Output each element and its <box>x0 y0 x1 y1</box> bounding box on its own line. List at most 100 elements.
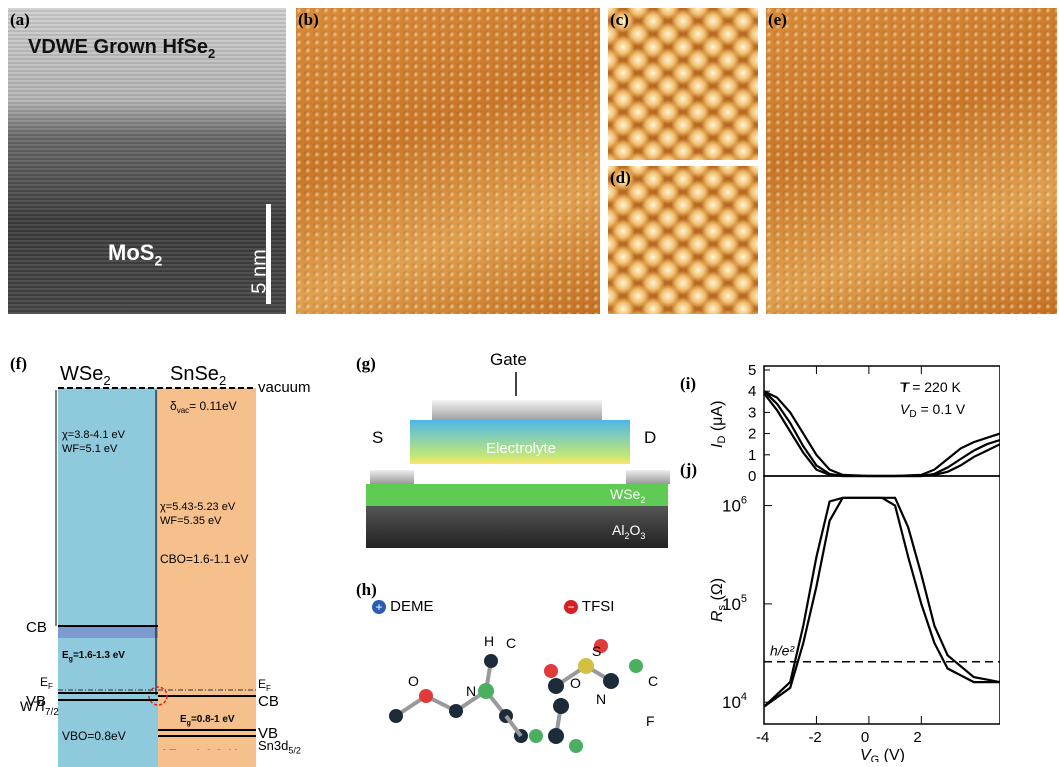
i-ytick-label: 0 <box>748 468 756 485</box>
gate-label: Gate <box>490 350 527 369</box>
wf-right: WF=5.35 eV <box>160 515 222 527</box>
electrolyte-layer <box>410 420 630 464</box>
svg-text:H: H <box>484 633 494 649</box>
gate-electrode <box>432 400 602 420</box>
vbo-label: VBO=0.8eV <box>62 729 126 743</box>
wse2-title: WSe2 <box>60 363 111 388</box>
x-tick-label: 0 <box>861 729 869 746</box>
wse2-layer <box>366 484 668 506</box>
j-ytick-label: 105 <box>722 593 747 614</box>
i-ytick-label: 3 <box>748 404 756 421</box>
panel-i-label: (i) <box>680 374 697 393</box>
wse2-lower-region <box>58 750 158 767</box>
svg-text:N: N <box>466 683 476 699</box>
panel-b-stm-image <box>296 8 600 314</box>
panel-f-label: (f) <box>10 354 27 373</box>
panel-b-label: (b) <box>298 10 319 29</box>
minus-ion-icon: − <box>564 600 578 614</box>
j-ytick-label: 104 <box>722 691 747 712</box>
w7f-label: W7f7/2 <box>20 698 59 718</box>
svg-text:C: C <box>648 673 658 689</box>
electrolyte-label: Electrolyte <box>486 440 557 457</box>
j-series-0 <box>763 496 1000 708</box>
wf-left: WF=5.1 eV <box>62 443 118 455</box>
j-ylabel: Rs (Ω) <box>709 578 728 622</box>
chi-right: χ=5.43-5.23 eV <box>160 501 236 513</box>
eg-left: Eg=1.6-1.3 eV <box>62 650 125 663</box>
panel-c-label: (c) <box>610 10 629 29</box>
source-label: S <box>372 428 384 447</box>
chi-left: χ=3.8-4.1 eV <box>62 429 126 441</box>
i-series-2 <box>763 392 1000 478</box>
svg-text:N: N <box>596 691 606 707</box>
i-temp-label: TT = 220 K <box>900 379 962 395</box>
cbo-label: CBO=1.6-1.1 eV <box>160 552 248 566</box>
svg-text:S: S <box>592 643 601 659</box>
i-ytick-label: 4 <box>748 383 756 400</box>
source-electrode <box>370 470 414 484</box>
panel-e-stm-image <box>766 8 1057 314</box>
tem-stripes <box>8 8 286 314</box>
x-tick-label: -4 <box>756 729 769 746</box>
wse2-label: WSe2 <box>610 486 646 505</box>
delta-vac: δvac= 0.11eV <box>170 399 237 415</box>
panel-e-label: (e) <box>768 10 787 29</box>
j-ytick-label: 106 <box>722 495 747 516</box>
svg-text:O: O <box>570 675 581 691</box>
panel-a-tem-image: VDWE Grown HfSe2 MoS2 5 nm <box>8 8 286 314</box>
al2o3-layer <box>366 506 668 548</box>
svg-text:F: F <box>646 713 655 729</box>
plot-j-frame <box>763 475 1000 725</box>
drain-label: D <box>644 428 657 447</box>
band-crossing-marker <box>148 686 168 706</box>
panel-g-label: (g) <box>356 354 376 373</box>
eg-right: Eg=0.8-1 eV <box>180 714 235 727</box>
vb-left-label: VB <box>26 693 46 710</box>
drain-electrode <box>626 470 670 484</box>
wse2-cb-band <box>58 626 158 638</box>
tem-title: VDWE Grown HfSe2 <box>28 36 216 61</box>
svg-text:O: O <box>408 673 419 689</box>
x-tick-label: 2 <box>913 729 921 746</box>
scale-bar <box>266 204 271 304</box>
panel-f-band-diagram: WSe2 SnSe2 vacuum δvac= 0.11eV χ=3.8-4.1… <box>26 363 311 760</box>
al2o3-label: Al2O3 <box>612 522 646 541</box>
ef-right-label: EF <box>258 677 271 693</box>
plus-ion-icon: + <box>372 600 386 614</box>
deme-legend: + DEME <box>372 598 434 615</box>
tem-material-label: MoS2 <box>108 240 163 269</box>
cb-left-label: CB <box>26 619 47 636</box>
i-ylabel: ID (μA) <box>709 401 728 448</box>
h-e2-label: h/e² <box>770 643 795 659</box>
panel-a-label: (a) <box>10 10 30 29</box>
snse2-lower-region <box>158 750 256 767</box>
j-xlabel: VG (V) <box>860 747 905 762</box>
panel-h-label: (h) <box>356 580 377 599</box>
cb-right-label: CB <box>258 693 279 710</box>
vacuum-label: vacuum <box>258 379 311 396</box>
i-ytick-label: 1 <box>748 447 756 464</box>
j-series-1 <box>763 496 1000 708</box>
scale-bar-label: 5 nm <box>248 249 271 294</box>
tfsi-legend: − TFSI <box>564 598 614 615</box>
w7f-level <box>58 692 158 694</box>
panel-c-stm-zoom <box>608 8 758 160</box>
sn3d-level <box>158 735 256 737</box>
panel-j-label: (j) <box>680 460 697 479</box>
plot-i-frame <box>763 365 1000 477</box>
vb-right-label: VB <box>258 725 278 742</box>
tfsi-molecule: S O C N F <box>529 639 658 753</box>
gate-wire <box>515 372 517 396</box>
molecule-structures: H C O N S O C N F <box>389 633 658 753</box>
ef-left-label: EF <box>40 675 53 691</box>
deme-molecule: H C O N <box>389 633 528 743</box>
panel-d-label: (d) <box>610 168 631 187</box>
i-ytick-label: 2 <box>748 426 756 443</box>
svg-text:C: C <box>506 635 516 651</box>
x-tick-label: -2 <box>808 729 821 746</box>
snse2-title: SnSe2 <box>170 363 226 388</box>
i-vd-label: VD = 0.1 V <box>900 401 966 420</box>
i-ytick-label: 5 <box>748 362 756 379</box>
panel-d-stm-zoom <box>608 166 758 314</box>
